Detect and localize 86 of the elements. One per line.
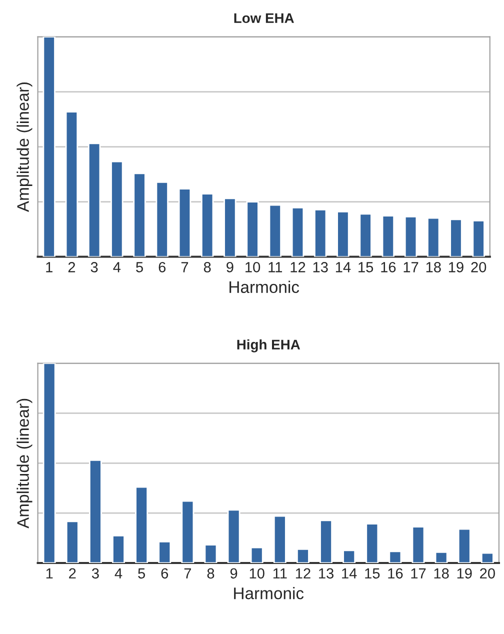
x-tick-label: 8 [204,262,211,272]
x-tick-label: 6 [158,262,166,272]
bar [66,520,79,563]
bar [227,509,240,563]
bar [404,216,418,257]
x-tick-label: 1 [46,568,53,578]
bar [158,540,172,563]
bar [65,111,78,257]
x-tick-label: 14 [336,262,351,272]
x-tick-label: 14 [342,568,357,578]
bar [178,188,192,257]
x-tick-label: 3 [92,568,99,579]
x-tick-label: 20 [471,262,486,272]
bar [296,548,310,563]
bar [366,523,379,563]
x-tick-label: 15 [358,262,374,272]
x-tick-label: 12 [296,568,310,578]
x-axis-title: Harmonic [230,280,300,294]
chart-title: Low EHA [234,13,294,24]
bar [181,500,194,563]
bar [133,172,146,257]
bar [135,486,148,563]
x-tick-label: 15 [365,568,380,579]
x-tick-label: 3 [90,262,98,272]
bar [156,181,168,257]
x-tick-label: 20 [480,568,495,579]
bar [434,552,448,563]
bar [204,544,218,563]
bar [42,363,56,563]
bar [291,207,304,257]
bar [250,546,264,563]
x-tick-label: 9 [226,262,234,272]
bar [382,215,395,257]
x-tick-label: 11 [273,568,287,578]
x-tick-label: 8 [207,568,214,579]
bar [342,550,356,563]
bar [112,534,125,563]
bar [336,210,350,257]
x-tick-label: 2 [69,568,76,578]
x-tick-label: 17 [404,262,418,272]
x-tick-label: 7 [184,568,191,578]
x-tick-label: 9 [230,568,238,579]
x-tick-label: 16 [388,568,403,579]
x-tick-label: 19 [457,568,472,579]
bar [246,201,259,257]
x-tick-label: 5 [136,262,143,272]
bar [427,217,440,257]
bar [320,520,332,563]
x-tick-label: 10 [246,262,260,272]
x-tick-label: 1 [46,262,52,272]
bar [224,198,236,257]
bar [110,160,124,257]
x-tick-label: 2 [68,262,76,272]
bar [88,459,102,563]
x-tick-label: 12 [290,262,306,272]
x-axis-title: Harmonic [234,587,304,600]
bar [359,213,372,257]
x-tick-label: 10 [250,568,264,579]
bar [388,550,402,563]
bar [42,36,56,257]
x-tick-label: 6 [161,568,168,579]
bar [480,552,494,563]
bar [273,515,286,563]
x-tick-label: 11 [268,262,282,272]
x-tick-label: 5 [138,568,146,579]
bar [268,204,282,257]
y-axis-title: Amplitude (linear) [16,82,32,212]
x-tick-label: 13 [313,262,328,272]
x-tick-label: 18 [434,568,449,579]
bar [472,220,485,257]
x-tick-label: 7 [181,262,188,272]
x-tick-label: 16 [381,262,396,272]
bar [88,142,101,257]
bar [200,193,214,257]
bar [458,528,471,563]
bar [450,218,462,257]
x-tick-label: 13 [319,568,334,579]
chart-title: High EHA [237,339,300,352]
y-axis-title: Amplitude (linear) [16,398,32,528]
x-tick-label: 19 [448,262,464,272]
bar [314,208,327,257]
x-tick-label: 18 [426,262,441,272]
x-tick-label: 17 [411,568,426,578]
x-tick-label: 4 [113,262,121,272]
x-tick-label: 4 [114,568,122,578]
bar [412,526,425,563]
